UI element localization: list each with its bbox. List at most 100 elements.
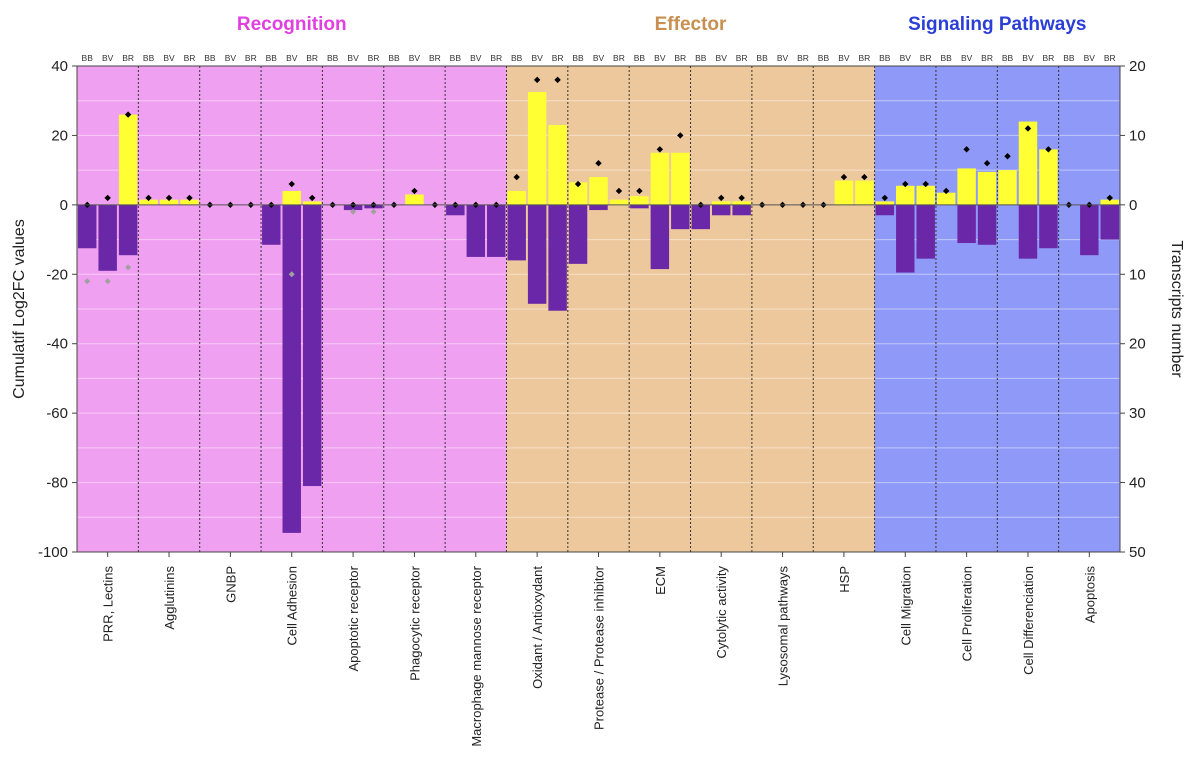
bar-down [98, 204, 117, 271]
sub-label: BR [920, 53, 932, 63]
bar-down [527, 204, 547, 304]
tick-label-right: 10 [1129, 266, 1146, 283]
bar-up [671, 152, 690, 205]
bar-down [630, 204, 649, 209]
marker-up [942, 187, 950, 195]
marker-up [902, 180, 909, 188]
bar-down [548, 204, 567, 311]
marker-up [574, 180, 582, 188]
bar-down [487, 204, 506, 257]
sub-label: BV [838, 53, 850, 63]
marker-up [636, 187, 643, 195]
bar-down [977, 204, 997, 245]
bar-up [650, 152, 670, 205]
bar-down [589, 204, 608, 211]
bar-up [977, 171, 997, 205]
category-label: GNBP [223, 566, 238, 603]
category-label: Cell Migration [898, 566, 913, 645]
category-separators [137, 66, 1060, 552]
sub-label: BV [409, 53, 421, 63]
marker-down [84, 278, 91, 285]
bar-up [139, 199, 158, 205]
bar-down [1018, 204, 1038, 259]
category-label: Cell Differenciation [1021, 566, 1036, 675]
sub-label: BR [368, 53, 380, 63]
tick-label-left: -80 [46, 475, 68, 492]
sub-label: BB [756, 53, 768, 63]
bar-down [1039, 204, 1058, 249]
bar-down [916, 204, 935, 259]
sub-label: BR [858, 53, 870, 63]
bar-up [548, 125, 567, 205]
sub-label: BB [572, 53, 584, 63]
marker-up [881, 194, 889, 202]
bar-down [302, 204, 322, 487]
sub-label: BV [777, 53, 789, 63]
sub-label: BR [245, 53, 257, 63]
sub-label: BB [1002, 53, 1014, 63]
tick-label-right: 0 [1129, 197, 1137, 214]
sub-label: BR [184, 53, 196, 63]
sub-label: BV [1084, 53, 1096, 63]
sub-label: BV [470, 53, 482, 63]
bar-down [1080, 204, 1099, 256]
sub-label: BB [818, 53, 830, 63]
tick-label-left: 0 [60, 197, 68, 214]
group-title: Effector [655, 14, 727, 35]
sub-label: BB [327, 53, 339, 63]
bar-up [875, 201, 895, 205]
bar-down [78, 204, 97, 249]
bar-up [118, 114, 138, 205]
marker-up [124, 111, 132, 118]
bar-down [711, 204, 731, 216]
tick-label-left: -100 [38, 544, 68, 561]
bar-up [957, 168, 976, 205]
marker-up [677, 132, 684, 139]
labels: Recognition Effector Signaling Pathways 40 2… [11, 14, 1185, 747]
category-label: PRR, Lectins [101, 566, 116, 642]
marker-up [533, 76, 541, 84]
bar-up [589, 177, 608, 205]
sub-label: BB [82, 53, 94, 63]
sub-label: BV [286, 53, 298, 63]
bar-up [732, 201, 751, 205]
bar-up [405, 194, 424, 205]
bar-down [957, 204, 976, 244]
marker-up [145, 194, 152, 202]
sub-label: BB [634, 53, 646, 63]
marker-down [104, 278, 111, 285]
marker-up [513, 173, 520, 181]
sub-label: BB [204, 53, 216, 63]
marker-up [718, 194, 725, 202]
bar-up [630, 196, 649, 205]
sub-label: BB [879, 53, 891, 63]
bar-down [691, 204, 710, 230]
sub-label: BV [163, 53, 175, 63]
bars [78, 92, 1119, 533]
bar-down [650, 204, 670, 270]
bar-down [732, 204, 751, 216]
tick-label-left: -20 [46, 266, 68, 283]
sub-label: BB [511, 53, 523, 63]
tick-label-left: 40 [51, 58, 68, 75]
sub-label: BR [736, 53, 748, 63]
sub-label: BR [306, 53, 318, 63]
marker-down [350, 208, 357, 215]
sub-label: BR [552, 53, 564, 63]
bar-down [896, 204, 915, 273]
marker-down [370, 208, 377, 215]
sub-label: BR [674, 53, 686, 63]
marker-down [288, 271, 295, 278]
bar-up [527, 92, 547, 205]
category-label: Cell Proliferation [960, 566, 975, 661]
bar-down [671, 204, 690, 230]
axes [72, 65, 1125, 557]
bar-up [855, 180, 874, 205]
bar-up [1018, 121, 1038, 205]
marker-up [983, 160, 991, 167]
tick-label-left: -60 [46, 405, 68, 422]
sub-label: BR [490, 53, 502, 63]
bar-down [446, 204, 465, 216]
marker-up [554, 76, 561, 84]
